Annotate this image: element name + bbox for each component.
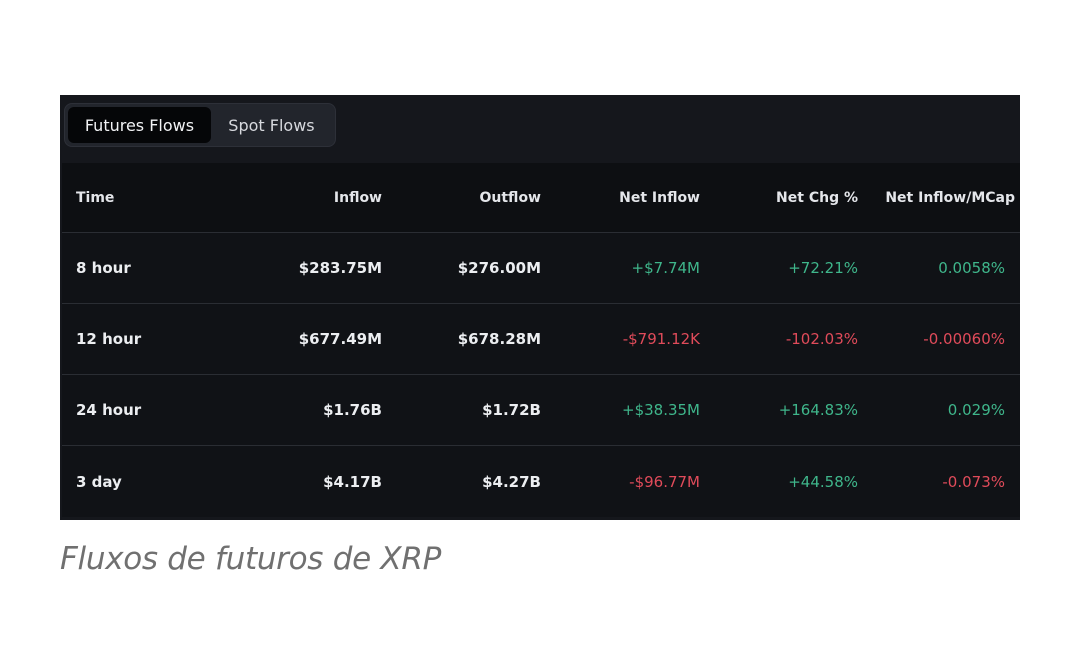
inflow-cell: $677.49M (298, 330, 382, 348)
column-header-net-chg[interactable]: Net Chg % (776, 189, 858, 206)
flows-table: Time Inflow Outflow Net Inflow Net Chg %… (62, 163, 1020, 517)
table-row: 24 hour $1.76B $1.72B +$38.35M +164.83% … (62, 375, 1020, 446)
inflow-cell: $4.17B (323, 472, 382, 491)
net-chg-cell: -102.03% (785, 330, 858, 348)
time-cell: 3 day (76, 472, 122, 491)
tab-spot-flows[interactable]: Spot Flows (228, 115, 315, 135)
time-cell: 8 hour (76, 259, 131, 277)
column-header-net-inflow-mcap[interactable]: Net Inflow/MCap (885, 189, 1015, 206)
outflow-cell: $276.00M (457, 259, 541, 277)
inflow-cell: $1.76B (323, 401, 382, 419)
net-inflow-cell: -$96.77M (629, 472, 700, 491)
table-header-row: Time Inflow Outflow Net Inflow Net Chg %… (62, 163, 1020, 233)
net-inflow-mcap-cell: 0.029% (947, 401, 1005, 419)
table-row: 3 day $4.17B $4.27B -$96.77M +44.58% -0.… (62, 446, 1020, 517)
table-row: 12 hour $677.49M $678.28M -$791.12K -102… (62, 304, 1020, 375)
net-inflow-mcap-cell: -0.073% (942, 472, 1005, 491)
image-caption: Fluxos de futuros de XRP (60, 541, 441, 577)
outflow-cell: $4.27B (482, 472, 541, 491)
table-row: 8 hour $283.75M $276.00M +$7.74M +72.21%… (62, 233, 1020, 304)
tab-futures-flows[interactable]: Futures Flows (68, 107, 211, 143)
net-inflow-mcap-cell: -0.00060% (923, 330, 1005, 348)
time-cell: 24 hour (76, 401, 142, 419)
net-inflow-cell: -$791.12K (622, 330, 700, 348)
column-header-time[interactable]: Time (76, 189, 115, 206)
column-header-outflow[interactable]: Outflow (479, 189, 542, 206)
time-cell: 12 hour (76, 330, 142, 348)
outflow-cell: $1.72B (482, 401, 541, 419)
flows-panel: Futures Flows Spot Flows Time Inflow Out… (60, 95, 1020, 520)
flow-type-tabs: Futures Flows Spot Flows (64, 103, 336, 147)
net-inflow-cell: +$7.74M (631, 259, 700, 277)
net-chg-cell: +164.83% (778, 401, 858, 419)
column-header-inflow[interactable]: Inflow (333, 189, 382, 206)
net-inflow-cell: +$38.35M (622, 401, 700, 419)
outflow-cell: $678.28M (457, 330, 541, 348)
column-header-net-inflow[interactable]: Net Inflow (619, 189, 700, 206)
inflow-cell: $283.75M (298, 259, 382, 277)
net-inflow-mcap-cell: 0.0058% (938, 259, 1005, 277)
net-chg-cell: +72.21% (788, 259, 858, 277)
net-chg-cell: +44.58% (788, 472, 858, 491)
